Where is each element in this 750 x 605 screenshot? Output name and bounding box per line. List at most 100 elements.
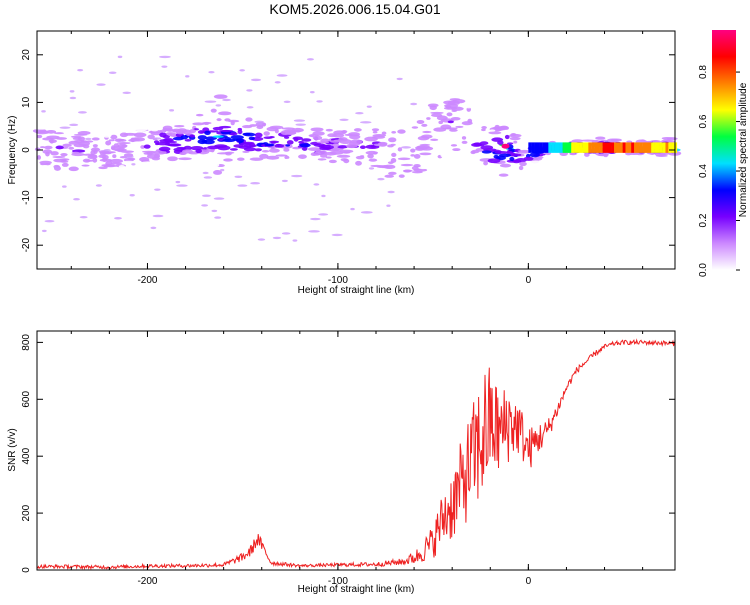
spectrogram-cell — [584, 152, 590, 157]
spectrogram-cell — [413, 168, 428, 172]
spectrogram-x-axis-label: Height of straight line (km) — [298, 285, 415, 296]
spectrogram-cell — [506, 159, 518, 163]
spectrogram-cell — [360, 121, 372, 124]
spectrogram-cell — [170, 143, 180, 147]
spectrogram-cell — [61, 162, 69, 167]
spectrogram-cell — [378, 141, 388, 146]
spectrogram-cell — [213, 94, 228, 99]
spectrogram-cell — [283, 148, 290, 152]
spectrogram-cell — [52, 155, 66, 159]
spectrogram-cell — [159, 132, 167, 138]
spectrogram-cell — [142, 150, 155, 153]
spectrogram-cell — [250, 182, 261, 185]
spectrogram-cell — [418, 166, 428, 170]
spectrogram-cell — [416, 85, 426, 90]
spectrogram-cell — [175, 180, 181, 184]
spectrogram-band-cell — [579, 142, 583, 153]
spectrogram-cell — [452, 99, 466, 104]
spectrogram-band-cell — [639, 142, 643, 153]
spectrogram-cell — [102, 154, 109, 160]
spectrogram-cell — [215, 104, 222, 107]
spectrogram-cell — [93, 118, 103, 123]
spectrogram-cell — [339, 149, 354, 154]
spectrogram-cell — [325, 128, 333, 132]
spectrogram-band-cell — [671, 142, 675, 153]
spectrogram-cell — [112, 154, 117, 159]
spectrogram-cell — [285, 144, 290, 147]
spectrogram-cell — [465, 161, 476, 167]
spectrogram-cell — [94, 107, 104, 111]
spectrogram-cell — [260, 118, 266, 122]
spectrogram-cell — [194, 116, 203, 121]
spectrogram-cell — [396, 77, 403, 81]
spectrogram-cell — [158, 146, 171, 152]
spectrogram-cell — [411, 111, 417, 117]
spectrogram-cell — [120, 150, 134, 153]
spectrogram-cell — [370, 164, 384, 168]
spectrogram-cell — [140, 145, 145, 149]
spectrogram-cell — [368, 158, 378, 162]
spectrogram-cell — [33, 120, 42, 124]
spectrogram-cell — [44, 219, 55, 223]
spectrogram-cell — [489, 129, 496, 132]
spectrogram-cell — [430, 138, 439, 142]
spectrogram-cell — [281, 127, 296, 130]
spectrogram-cell — [197, 106, 205, 111]
spectrogram-cell — [250, 78, 262, 82]
spectrogram-cell — [343, 158, 350, 164]
spectrogram-cell — [477, 144, 485, 147]
spectrogram-cell — [146, 122, 151, 127]
spectrogram-cell — [69, 123, 79, 127]
spectrogram-band-cell — [611, 142, 615, 153]
snr-series-line — [36, 338, 676, 571]
spectrogram-cell — [439, 149, 448, 153]
spectrogram-cell — [218, 125, 232, 129]
spectrogram-cell — [82, 144, 90, 149]
spectrogram-cell — [183, 145, 192, 151]
spectrogram-cell — [510, 133, 517, 137]
spectrogram-cell — [144, 166, 151, 172]
spectrogram-cell — [499, 163, 512, 168]
spectrogram-cell — [159, 138, 173, 143]
spectrogram-cell — [269, 140, 280, 144]
spectrogram-cell — [45, 173, 55, 177]
spectrogram-band-cell — [585, 142, 589, 153]
spectrogram-cell — [53, 176, 67, 181]
spectrogram-cell — [33, 127, 48, 130]
spectrogram-cell — [269, 125, 284, 130]
spectrogram-cell — [170, 168, 176, 173]
snr-panel: -200 -100 0 0 200 400 600 800 Height of straig… — [7, 330, 676, 595]
spectrogram-cell — [32, 177, 44, 180]
spectrogram-cell — [150, 226, 157, 230]
spectrogram-cell — [92, 158, 98, 163]
spectrogram-y-tick-label: -10 — [21, 190, 32, 205]
spectrogram-cell — [240, 112, 247, 117]
spectrogram-y-ticks: -20 -10 0 10 20 — [21, 49, 675, 252]
spectrogram-cell — [416, 119, 425, 124]
spectrogram-cell — [410, 154, 416, 157]
spectrogram-cell — [237, 157, 245, 161]
spectrogram-cell — [571, 139, 584, 143]
spectrogram-cell — [216, 118, 222, 122]
spectrogram-cell — [79, 215, 88, 219]
spectrogram-cell — [430, 113, 443, 118]
spectrogram-cell — [337, 145, 348, 149]
spectrogram-cell — [104, 122, 114, 127]
spectrogram-cell — [289, 124, 298, 129]
spectrogram-cell — [300, 161, 313, 167]
spectrogram-cell — [381, 164, 389, 169]
spectrogram-cell — [365, 150, 379, 155]
spectrogram-cell — [427, 103, 439, 108]
spectrogram-cell — [440, 124, 452, 130]
spectrogram-cell — [313, 118, 321, 121]
spectrogram-cell — [178, 157, 192, 161]
spectrogram-cell — [595, 136, 606, 140]
spectrogram-cell — [317, 150, 328, 155]
spectrogram-cell — [366, 105, 372, 108]
snr-x-ticks: -200 -100 0 — [70, 331, 644, 587]
spectrogram-cell — [475, 112, 483, 116]
spectrogram-cell — [128, 110, 135, 115]
spectrogram-cell — [488, 131, 502, 135]
spectrogram-cell — [254, 120, 264, 124]
